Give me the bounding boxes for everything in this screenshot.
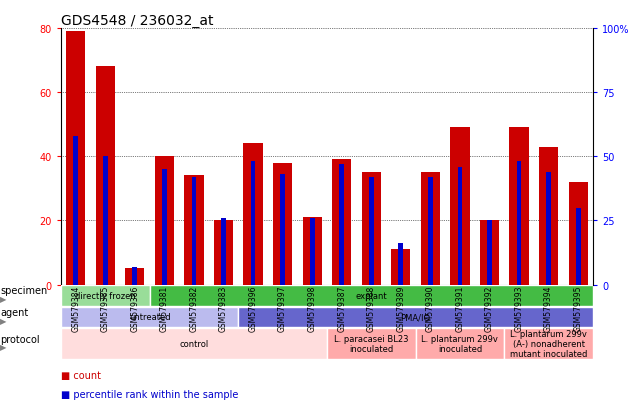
Text: GSM579396: GSM579396: [249, 285, 258, 331]
Bar: [451, 128, 469, 285]
Bar: [185, 176, 203, 285]
Bar: [251, 162, 255, 285]
Bar: [415, 329, 504, 358]
Bar: [103, 157, 108, 285]
Bar: [362, 173, 381, 285]
Text: GSM579388: GSM579388: [367, 285, 376, 331]
Text: GSM579394: GSM579394: [544, 285, 553, 331]
Bar: [73, 136, 78, 285]
Bar: [280, 175, 285, 285]
Text: GSM579387: GSM579387: [337, 285, 346, 331]
Text: protocol: protocol: [0, 334, 40, 344]
Bar: [458, 167, 462, 285]
Text: explant: explant: [355, 291, 387, 300]
Bar: [303, 218, 322, 285]
Bar: [420, 173, 440, 285]
Text: GDS4548 / 236032_at: GDS4548 / 236032_at: [61, 14, 213, 28]
Text: ▶: ▶: [0, 316, 6, 325]
Bar: [391, 249, 410, 285]
Text: directly frozen: directly frozen: [75, 291, 136, 300]
Text: GSM579385: GSM579385: [101, 285, 110, 331]
Bar: [214, 221, 233, 285]
Bar: [66, 32, 85, 285]
Text: ▶: ▶: [0, 294, 6, 304]
Text: GSM579390: GSM579390: [426, 285, 435, 331]
Text: L. paracasei BL23
inoculated: L. paracasei BL23 inoculated: [334, 334, 408, 354]
Text: agent: agent: [0, 307, 28, 317]
Bar: [273, 163, 292, 285]
Text: GSM579386: GSM579386: [130, 285, 139, 331]
Text: L. plantarum 299v
(A-) nonadherent
mutant inoculated: L. plantarum 299v (A-) nonadherent mutan…: [510, 329, 587, 358]
Bar: [569, 183, 588, 285]
Bar: [133, 267, 137, 285]
Bar: [369, 177, 374, 285]
Bar: [510, 128, 529, 285]
Text: L. plantarum 299v
inoculated: L. plantarum 299v inoculated: [422, 334, 498, 354]
Bar: [125, 269, 144, 285]
Bar: [539, 147, 558, 285]
Text: GSM579381: GSM579381: [160, 285, 169, 331]
Text: GSM579393: GSM579393: [515, 285, 524, 331]
Text: untreated: untreated: [129, 313, 171, 322]
Bar: [61, 307, 238, 328]
Bar: [244, 144, 263, 285]
Text: GSM579392: GSM579392: [485, 285, 494, 331]
Bar: [339, 164, 344, 285]
Text: control: control: [179, 339, 208, 348]
Text: PMA/IO: PMA/IO: [401, 313, 431, 322]
Bar: [162, 170, 167, 285]
Bar: [154, 157, 174, 285]
Text: GSM579398: GSM579398: [308, 285, 317, 331]
Bar: [576, 208, 581, 285]
Bar: [546, 172, 551, 285]
Bar: [487, 221, 492, 285]
Bar: [310, 218, 315, 285]
Text: GSM579384: GSM579384: [71, 285, 80, 331]
Text: GSM579383: GSM579383: [219, 285, 228, 331]
Bar: [238, 307, 593, 328]
Text: ▶: ▶: [0, 342, 6, 351]
Bar: [149, 285, 593, 306]
Text: ■ percentile rank within the sample: ■ percentile rank within the sample: [61, 389, 238, 399]
Bar: [332, 160, 351, 285]
Text: specimen: specimen: [0, 286, 47, 296]
Bar: [61, 285, 593, 286]
Bar: [61, 285, 149, 306]
Text: GSM579395: GSM579395: [574, 285, 583, 331]
Text: GSM579382: GSM579382: [189, 285, 199, 331]
Bar: [61, 329, 327, 358]
Bar: [517, 162, 521, 285]
Bar: [428, 177, 433, 285]
Text: GSM579397: GSM579397: [278, 285, 287, 331]
Bar: [480, 221, 499, 285]
Text: ■ count: ■ count: [61, 370, 101, 380]
Bar: [221, 218, 226, 285]
Bar: [504, 329, 593, 358]
Bar: [96, 67, 115, 285]
Text: GSM579389: GSM579389: [396, 285, 405, 331]
Bar: [399, 244, 403, 285]
Bar: [327, 329, 415, 358]
Text: GSM579391: GSM579391: [455, 285, 465, 331]
Bar: [192, 177, 196, 285]
